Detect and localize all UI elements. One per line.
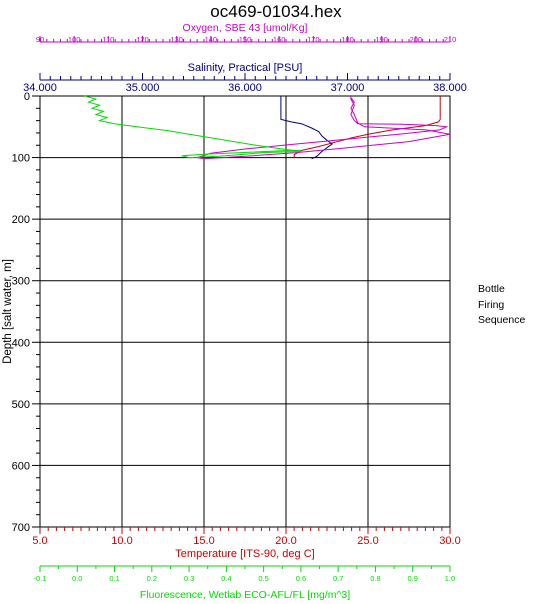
temperature-profile-line <box>293 96 441 158</box>
depth-tick-label: 700 <box>12 522 30 534</box>
oxygen-tick-label: 160 <box>273 35 286 44</box>
fluorescence-tick-label: 0.6 <box>296 574 306 583</box>
fluorescence-tick-label: 0.7 <box>333 574 343 583</box>
salinity-tick-label: 37.000 <box>331 82 365 94</box>
fluorescence-tick-label: 0.3 <box>184 574 194 583</box>
depth-tick-label: 0 <box>24 91 30 103</box>
depth-tick-label: 400 <box>12 337 30 349</box>
oxygen-axis-label: Oxygen, SBE 43 [umol/Kg] <box>183 22 308 34</box>
bottle-firing-legend: Bottle Firing Sequence <box>478 282 525 329</box>
oxygen-tick-label: 190 <box>375 35 388 44</box>
oxygen-tick-label: 120 <box>136 35 149 44</box>
fluorescence-tick-label: 0.2 <box>147 574 157 583</box>
oxygen-tick-label: 150 <box>239 35 252 44</box>
salinity-tick-label: 38.000 <box>433 82 467 94</box>
depth-tick-label: 500 <box>12 399 30 411</box>
oxygen-tick-label: 200 <box>410 35 423 44</box>
depth-tick-label: 100 <box>12 153 30 165</box>
temperature-tick-label: 30.0 <box>439 535 460 547</box>
oxygen-tick-label: 110 <box>102 35 114 44</box>
fluorescence-tick-label: 0.0 <box>72 574 82 583</box>
depth-tick-label: 600 <box>12 460 30 472</box>
temperature-axis-label: Temperature [ITS-90, deg C] <box>175 548 314 560</box>
legend-line-firing: Firing <box>478 298 505 311</box>
temperature-tick-label: 10.0 <box>111 535 132 547</box>
fluorescence-tick-label: 0.9 <box>408 574 418 583</box>
oxygen-tick-label: 90 <box>36 35 44 44</box>
oxygen-tick-label: 170 <box>307 35 320 44</box>
depth-axis-label: Depth [salt water, m] <box>2 259 14 364</box>
oxygen-tick-label: 100 <box>68 35 81 44</box>
salinity-tick-label: 34.000 <box>23 82 57 94</box>
legend-line-bottle: Bottle <box>478 283 505 295</box>
temperature-tick-label: 25.0 <box>357 535 378 547</box>
fluorescence-tick-label: 0.1 <box>109 574 119 583</box>
oxygen-profile-line <box>197 96 451 160</box>
oxygen-tick-label: 140 <box>205 35 218 44</box>
temperature-tick-label: 15.0 <box>193 535 214 547</box>
depth-tick-label: 300 <box>12 276 30 288</box>
salinity-tick-label: 35.000 <box>126 82 160 94</box>
fluorescence-tick-label: 0.8 <box>370 574 380 583</box>
temperature-tick-label: 20.0 <box>275 535 296 547</box>
salinity-tick-label: 36.000 <box>228 82 262 94</box>
fluorescence-tick-label: 0.5 <box>258 574 268 583</box>
oxygen-tick-label: 130 <box>170 35 183 44</box>
fluorescence-profile-line <box>84 95 301 159</box>
fluorescence-axis-label: Fluorescence, Wetlab ECO-AFL/FL [mg/m^3] <box>140 589 350 601</box>
salinity-axis-label: Salinity, Practical [PSU] <box>188 62 303 74</box>
plot-frame <box>39 95 451 528</box>
chart-title: oc469-01034.hex <box>210 2 342 21</box>
oxygen-tick-label: 210 <box>444 35 457 44</box>
fluorescence-tick-label: 0.4 <box>221 574 231 583</box>
salinity-profile-line <box>280 96 333 160</box>
depth-tick-label: 200 <box>12 214 30 226</box>
oxygen-tick-label: 180 <box>341 35 354 44</box>
temperature-tick-label: 5.0 <box>32 535 47 547</box>
fluorescence-tick-label: 1.0 <box>445 574 455 583</box>
fluorescence-tick-label: -0.1 <box>34 574 47 583</box>
legend-line-sequence: Sequence <box>478 314 526 326</box>
